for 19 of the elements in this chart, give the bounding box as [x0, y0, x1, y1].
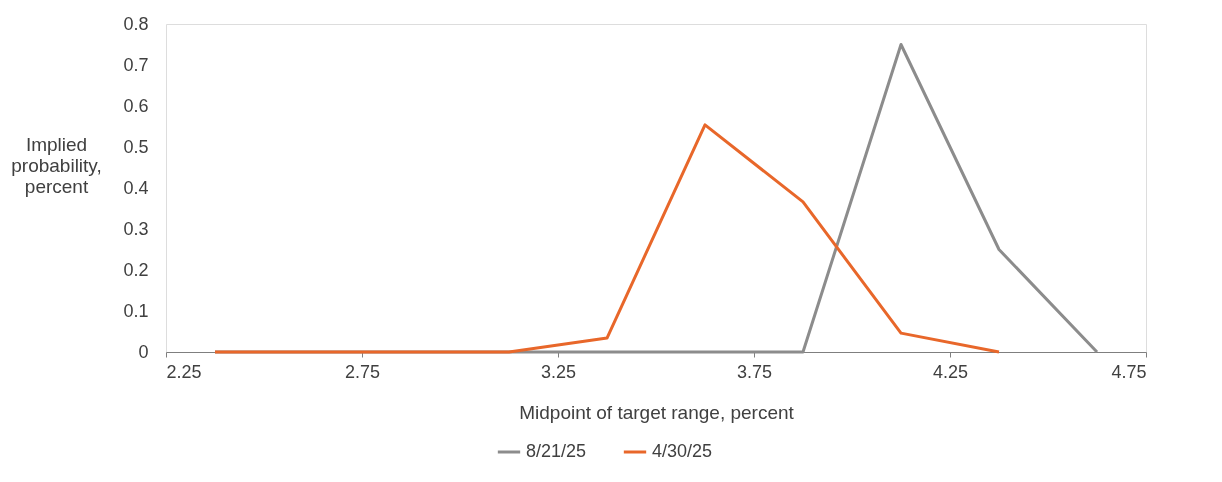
- y-tick-label: 0.1: [123, 300, 149, 321]
- legend-label: 4/30/25: [652, 441, 713, 461]
- x-tick-label: 2.25: [166, 361, 202, 382]
- y-tick-label: 0: [138, 341, 149, 362]
- x-tick-label: 4.75: [1111, 361, 1147, 382]
- x-tick-label: 4.25: [932, 361, 969, 382]
- y-tick-label: 0.4: [123, 177, 149, 198]
- y-tick-label: 0.5: [123, 136, 149, 157]
- x-tick-label: 2.75: [344, 361, 381, 382]
- y-tick-label: 0.6: [123, 95, 149, 116]
- y-tick-label: 0.8: [123, 13, 149, 34]
- x-tick-label: 3.75: [736, 361, 773, 382]
- x-tick-label: 3.25: [540, 361, 577, 382]
- y-tick-label: 0.2: [123, 259, 149, 280]
- legend-label: 8/21/25: [526, 441, 587, 461]
- y-axis-title: Implied probability, percent: [11, 133, 102, 197]
- x-axis-title: Midpoint of target range, percent: [519, 401, 795, 423]
- y-tick-label: 0.7: [123, 54, 149, 75]
- y-tick-label: 0.3: [123, 218, 149, 239]
